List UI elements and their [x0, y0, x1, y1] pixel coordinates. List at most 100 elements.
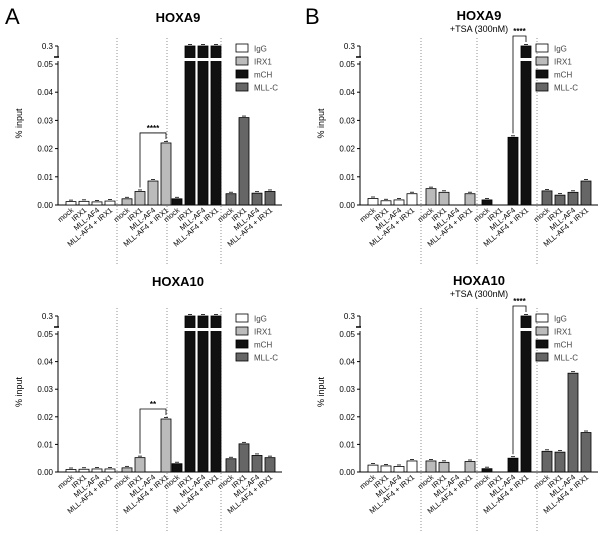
- y-tick-label: 0.00: [37, 468, 53, 477]
- legend-label-igg: IgG: [554, 45, 567, 54]
- bar-igg-2: [393, 199, 405, 206]
- bar-mll-c-3: [264, 457, 276, 473]
- legend-label-igg: IgG: [554, 315, 567, 324]
- bar-mch-2: [507, 136, 519, 206]
- legend-swatch-igg: [235, 43, 249, 53]
- y-tick-label: 0.05: [37, 60, 53, 69]
- y-tick-label: 0.03: [37, 385, 53, 394]
- bar-irx1-1: [438, 461, 450, 473]
- chart-title: HOXA9: [457, 8, 502, 23]
- chart-title: HOXA9: [156, 10, 201, 25]
- bar-axis-break: [197, 58, 209, 61]
- legend-label-mch: mCH: [254, 341, 272, 350]
- bar-mll-c-2: [567, 372, 579, 473]
- bar-igg-3: [406, 460, 418, 473]
- y-tick-label: 0.03: [37, 116, 53, 125]
- y-tick-label: 0.00: [339, 468, 355, 477]
- y-tick-label: 0.01: [37, 173, 53, 182]
- y-axis-label: % input: [14, 376, 24, 407]
- y-tick-label: 0.01: [37, 440, 53, 449]
- bar-mll-c-0: [225, 458, 237, 473]
- legend-swatch-igg: [535, 313, 549, 323]
- bar-mll-c-1: [554, 451, 566, 473]
- bar-irx1-2: [147, 180, 159, 206]
- bar-mll-c-0: [225, 193, 237, 206]
- bar-irx1-0: [425, 188, 437, 206]
- bar-mch-3: [210, 315, 222, 473]
- bar-igg-0: [65, 469, 77, 473]
- significance-bracket: [139, 408, 167, 454]
- y-tick-label: 0.3: [42, 312, 54, 321]
- y-tick-label: 0.3: [42, 42, 54, 51]
- bar-irx1-3: [160, 142, 172, 206]
- legend-label-mll-c: MLL-C: [254, 354, 278, 363]
- bar-irx1-3: [464, 461, 476, 473]
- legend-swatch-mll-c: [235, 82, 249, 92]
- y-axis-label: % input: [316, 376, 326, 407]
- legend-swatch-mch: [535, 69, 549, 79]
- y-tick-label: 0.01: [339, 173, 355, 182]
- bar-igg-2: [393, 466, 405, 473]
- bar-mch-0: [171, 463, 183, 473]
- legend-swatch-igg: [235, 313, 249, 323]
- y-tick-label: 0.01: [339, 440, 355, 449]
- legend-label-igg: IgG: [254, 45, 267, 54]
- bar-mll-c-0: [541, 190, 553, 206]
- legend-swatch-mll-c: [535, 352, 549, 362]
- y-tick-label: 0.05: [339, 330, 355, 339]
- y-tick-label: 0.02: [37, 413, 53, 422]
- y-tick-label: 0.05: [339, 60, 355, 69]
- legend-swatch-mll-c: [535, 82, 549, 92]
- legend-swatch-irx1: [235, 326, 249, 336]
- legend-label-igg: IgG: [254, 315, 267, 324]
- significance-label: **: [150, 400, 157, 409]
- bar-igg-2: [91, 468, 103, 473]
- chart-subtitle: +TSA (300nM): [450, 289, 508, 299]
- significance-bracket: [139, 132, 167, 188]
- legend-swatch-mch: [535, 339, 549, 349]
- bar-igg-3: [104, 200, 116, 206]
- bar-mll-c-1: [238, 117, 250, 206]
- y-tick-label: 0.04: [339, 358, 355, 367]
- y-tick-label: 0.3: [344, 42, 356, 51]
- significance-bracket: [512, 305, 527, 455]
- bar-mch-2: [197, 315, 209, 473]
- y-axis-label: % input: [14, 108, 24, 139]
- bar-irx1-0: [121, 467, 133, 473]
- bar-axis-break: [210, 58, 222, 61]
- bar-igg-0: [65, 201, 77, 206]
- legend-label-irx1: IRX1: [554, 328, 572, 337]
- bar-igg-0: [367, 198, 379, 206]
- bar-mll-c-3: [264, 191, 276, 206]
- legend-label-irx1: IRX1: [254, 328, 272, 337]
- legend-swatch-mll-c: [235, 352, 249, 362]
- bar-mch-2: [197, 45, 209, 206]
- bar-igg-1: [78, 200, 90, 206]
- y-tick-label: 0.00: [339, 201, 355, 210]
- y-tick-label: 0.04: [37, 88, 53, 97]
- bar-igg-2: [91, 201, 103, 206]
- bar-mll-c-1: [554, 194, 566, 206]
- bar-mch-2: [507, 457, 519, 473]
- bar-mll-c-2: [251, 192, 263, 206]
- y-tick-label: 0.00: [37, 201, 53, 210]
- chart-2: HOXA10 0.00 0.01 0.02 0.03 0.04 0.05 0.3 % input…: [14, 274, 282, 532]
- significance-label: ****: [513, 297, 526, 306]
- chart-1: HOXA9+TSA (300nM) 0.00 0.01 0.02 0.03 0.04 0.0…: [316, 8, 598, 265]
- legend-swatch-irx1: [235, 56, 249, 66]
- bar-axis-break: [197, 328, 209, 331]
- y-tick-label: 0.05: [37, 330, 53, 339]
- chart-3: HOXA10+TSA (300nM) 0.00 0.01 0.02 0.03 0.04 0.…: [316, 273, 598, 532]
- y-tick-label: 0.02: [339, 145, 355, 154]
- legend-label-mch: mCH: [254, 71, 272, 80]
- bar-irx1-0: [121, 198, 133, 206]
- legend-label-mll-c: MLL-C: [554, 354, 578, 363]
- legend-swatch-mch: [235, 339, 249, 349]
- y-tick-label: 0.03: [339, 385, 355, 394]
- bar-mll-c-3: [580, 180, 592, 206]
- legend-label-mch: mCH: [554, 341, 572, 350]
- bar-mll-c-3: [580, 432, 592, 473]
- bar-mch-1: [184, 45, 196, 206]
- bar-irx1-1: [134, 191, 146, 206]
